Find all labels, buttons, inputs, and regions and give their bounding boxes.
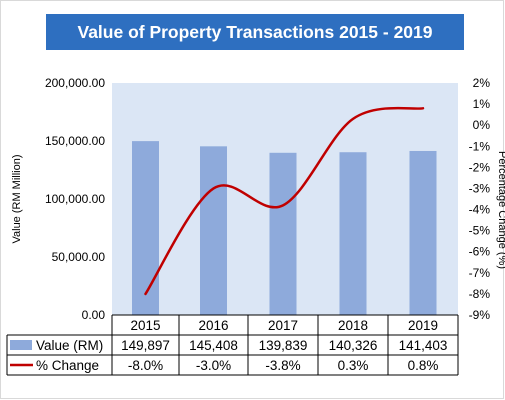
y2-tick-label: -3%: [469, 181, 491, 195]
table-cell-change-2015: -8.0%: [128, 358, 163, 373]
chart-title: Value of Property Transactions 2015 - 20…: [46, 14, 464, 50]
table-cell-value-2018: 140,326: [329, 338, 378, 353]
line-series-change: [144, 106, 425, 296]
y2-tick-label: -5%: [469, 224, 491, 238]
table-cell-change-2019: 0.8%: [408, 358, 439, 373]
table-cell-change-2018: 0.3%: [338, 358, 369, 373]
y2-tick-label: -1%: [469, 139, 491, 153]
category-label: 2019: [408, 318, 438, 333]
table-cell-change-2016: -3.0%: [196, 358, 231, 373]
legend-label-change: % Change: [36, 358, 99, 373]
y2-tick-label: -4%: [469, 203, 491, 217]
y-tick-label: 150,000.00: [45, 134, 105, 148]
table-cell-value-2015: 149,897: [121, 338, 170, 353]
bar-2015: [132, 141, 159, 315]
y2-tick-label: -6%: [469, 245, 491, 259]
y2-tick-label: -7%: [469, 266, 491, 280]
y-tick-label: 50,000.00: [52, 250, 106, 264]
category-label: 2017: [268, 318, 298, 333]
y2-tick-label: -2%: [469, 160, 491, 174]
legend-label-value: Value (RM): [36, 338, 103, 353]
category-label: 2018: [338, 318, 368, 333]
y-tick-label: 200,000.00: [45, 76, 105, 90]
table-cell-change-2017: -3.8%: [265, 358, 300, 373]
bar-2018: [339, 152, 367, 315]
legend-key-value: [10, 340, 32, 350]
y2-tick-label: 0%: [473, 118, 491, 132]
bar-2017: [269, 152, 297, 315]
y2-tick-label: -8%: [469, 287, 491, 301]
y-tick-label: 0.00: [82, 308, 106, 322]
y2-tick-label: 1%: [473, 97, 491, 111]
y2-axis-label: Percentage Change (%): [496, 151, 505, 269]
table-cell-value-2019: 141,403: [399, 338, 448, 353]
bar-2016: [200, 146, 227, 315]
table-cell-value-2016: 145,408: [189, 338, 238, 353]
y-tick-label: 100,000.00: [45, 192, 105, 206]
y2-tick-label: 2%: [473, 76, 491, 90]
category-label: 2016: [198, 318, 228, 333]
y-axis-label: Value (RM Million): [11, 154, 23, 243]
table-cell-value-2017: 139,839: [259, 338, 308, 353]
category-label: 2015: [130, 318, 160, 333]
bar-2019: [409, 150, 437, 315]
y2-tick-label: -9%: [469, 308, 491, 322]
